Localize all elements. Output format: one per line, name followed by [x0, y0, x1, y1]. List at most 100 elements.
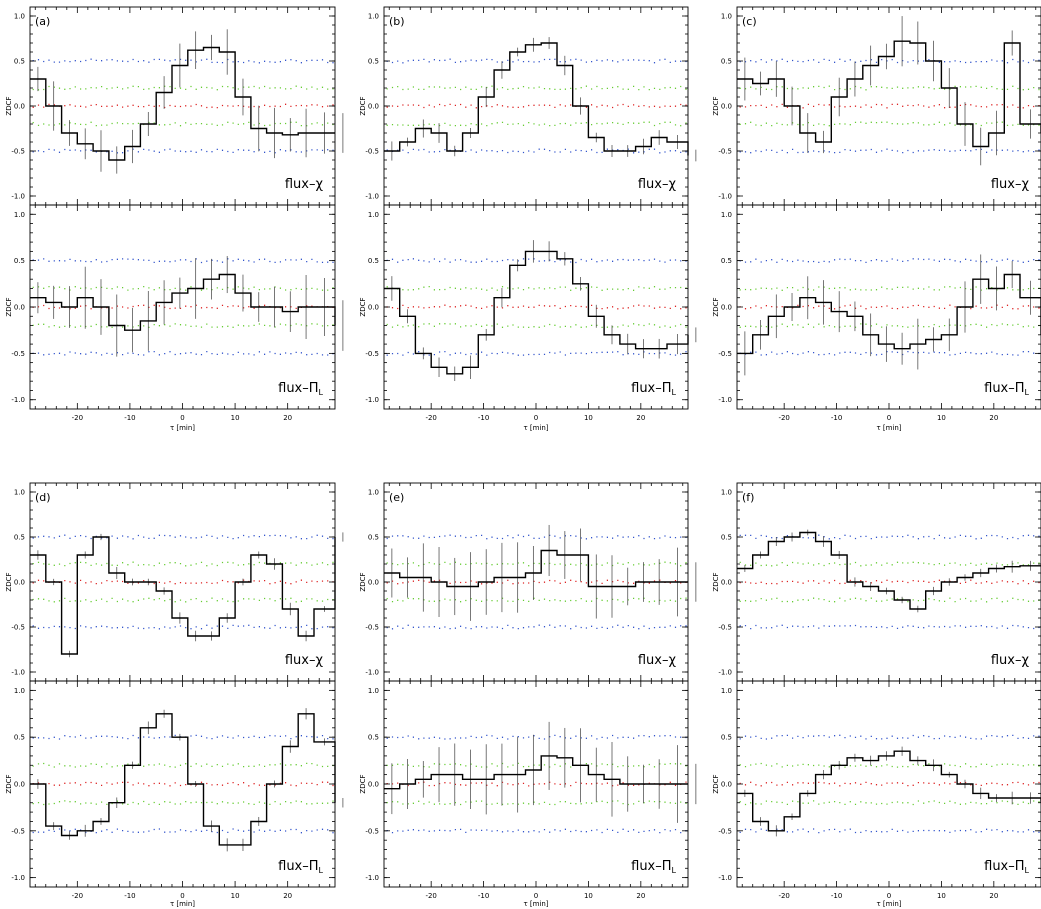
correlation-label: flux–χ: [285, 653, 324, 668]
y-tick-label: -1.0: [718, 874, 732, 882]
y-axis-label: ZDCF: [359, 96, 367, 115]
y-tick-label: 0.0: [368, 781, 379, 789]
y-tick-label: -1.0: [11, 874, 25, 882]
x-tick-label: -20: [778, 892, 789, 900]
x-tick-label: 0: [534, 414, 538, 422]
reference-level-green: [386, 285, 687, 291]
correlation-label: flux–ΠL: [278, 859, 323, 875]
x-tick-label: 0: [180, 892, 184, 900]
reference-level-blue: [32, 350, 334, 356]
y-tick-label: 0.5: [721, 58, 732, 66]
reference-level-green: [739, 800, 1040, 806]
reference-level-red: [32, 781, 334, 787]
reference-level-red: [739, 579, 1040, 585]
reference-level-blue: [739, 58, 1040, 64]
y-tick-label: -1.0: [365, 396, 379, 404]
reference-level-green: [739, 561, 1040, 567]
correlation-label: flux–ΠL: [984, 381, 1029, 397]
reference-level-green: [386, 762, 687, 768]
reference-level-green: [739, 85, 1040, 91]
reference-level-green: [739, 762, 1040, 768]
y-tick-label: 0.0: [721, 103, 732, 111]
reference-level-green: [739, 121, 1040, 127]
y-tick-label: -1.0: [365, 193, 379, 201]
y-tick-label: 1.0: [368, 489, 379, 497]
subplot-5-top: -1.0 -0.5 0.0 0.5 1.0 ZDCF flux–χ (e): [359, 482, 697, 682]
y-tick-label: -0.5: [365, 148, 379, 156]
x-tick-label: 0: [887, 414, 891, 422]
reference-level-red: [739, 781, 1040, 787]
x-tick-label: 10: [231, 892, 240, 900]
reference-level-blue: [739, 534, 1040, 540]
panel-label: (e): [389, 491, 404, 504]
x-tick-label: -20: [425, 892, 436, 900]
zdcf-series-line: [30, 273, 336, 331]
y-tick-label: 1.0: [368, 13, 379, 21]
plot-frame: [736, 680, 1041, 888]
y-tick-label: -1.0: [11, 396, 25, 404]
reference-level-green: [386, 561, 687, 567]
y-tick-label: 0.5: [721, 257, 732, 265]
panel-label: (b): [389, 15, 405, 28]
zdcf-series-line: [737, 750, 1041, 832]
reference-level-red: [739, 103, 1040, 109]
reference-level-green: [32, 285, 334, 291]
y-axis-label: ZDCF: [5, 297, 13, 316]
subplot-6-bottom: -1.0 -0.5 0.0 0.5 1.0 ZDCF flux–ΠL -20 -10 0 10 20 τ…: [712, 680, 1041, 908]
panel-label: (a): [35, 15, 50, 28]
x-axis-label: τ [min]: [170, 900, 195, 908]
correlation-label: flux–ΠL: [984, 859, 1029, 875]
y-tick-label: -0.5: [718, 148, 732, 156]
reference-level-blue: [32, 624, 334, 630]
y-tick-label: 0.5: [14, 58, 25, 66]
y-tick-label: 0.0: [14, 781, 25, 789]
y-tick-label: -0.5: [11, 148, 25, 156]
x-tick-label: 10: [584, 892, 593, 900]
x-tick-label: -20: [425, 414, 436, 422]
x-tick-label: 0: [180, 414, 184, 422]
y-tick-label: -1.0: [718, 669, 732, 677]
reference-level-blue: [32, 734, 334, 740]
reference-level-blue: [386, 350, 687, 356]
y-tick-label: 1.0: [14, 489, 25, 497]
reference-level-green: [739, 323, 1040, 328]
x-axis-label: τ [min]: [523, 900, 548, 908]
y-tick-label: 0.5: [14, 734, 25, 742]
subplot-1-top: -1.0 -0.5 0.0 0.5 1.0 ZDCF flux–χ (a): [5, 6, 344, 206]
y-axis-label: ZDCF: [5, 774, 13, 793]
y-tick-label: 0.5: [368, 734, 379, 742]
subplot-5-bottom: -1.0 -0.5 0.0 0.5 1.0 ZDCF flux–ΠL -20 -10 0 10 20 τ…: [359, 680, 697, 908]
reference-level-blue: [739, 258, 1040, 264]
y-tick-label: 1.0: [14, 13, 25, 21]
y-tick-label: 0.0: [368, 579, 379, 587]
y-tick-label: -1.0: [365, 874, 379, 882]
x-axis-label: τ [min]: [876, 424, 901, 432]
y-tick-label: -0.5: [11, 827, 25, 835]
y-axis-label: ZDCF: [712, 572, 720, 591]
reference-level-blue: [386, 258, 687, 264]
reference-level-blue: [739, 148, 1040, 154]
y-tick-label: 0.0: [721, 781, 732, 789]
x-tick-label: 20: [283, 414, 292, 422]
reference-level-blue: [386, 828, 687, 834]
y-tick-label: -0.5: [718, 350, 732, 358]
reference-level-green: [32, 121, 334, 127]
correlation-label: flux–χ: [638, 653, 677, 668]
correlation-label: flux–χ: [638, 177, 677, 192]
x-tick-label: -10: [478, 414, 489, 422]
x-tick-label: 0: [534, 892, 538, 900]
reference-level-green: [739, 597, 1040, 603]
y-tick-label: 0.5: [721, 534, 732, 542]
y-tick-label: 1.0: [368, 687, 379, 695]
reference-level-blue: [32, 534, 334, 540]
plot-frame: [29, 680, 336, 888]
x-tick-label: -20: [72, 892, 83, 900]
reference-level-blue: [32, 148, 334, 154]
reference-level-blue: [32, 258, 334, 264]
x-tick-label: 20: [636, 414, 645, 422]
x-tick-label: 0: [887, 892, 891, 900]
reference-level-green: [386, 800, 687, 806]
panel-label: (d): [35, 491, 51, 504]
reference-level-blue: [386, 58, 687, 64]
